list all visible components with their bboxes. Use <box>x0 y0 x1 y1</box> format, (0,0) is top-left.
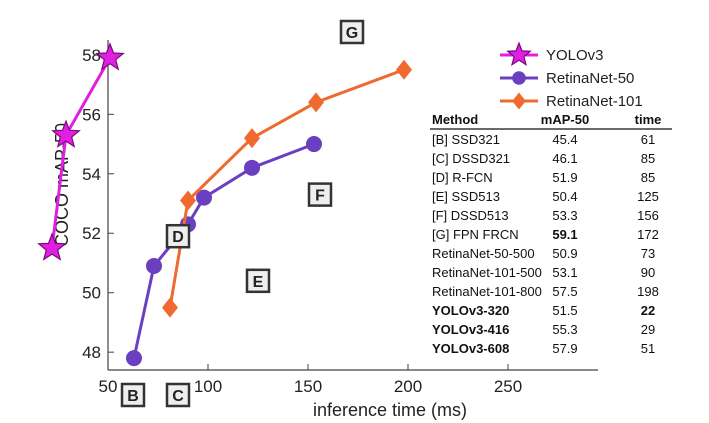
x-axis-label: inference time (ms) <box>313 400 467 420</box>
table-cell-map: 57.5 <box>552 284 577 299</box>
table-cell-time: 51 <box>641 341 655 356</box>
x-tick-label: 200 <box>394 377 422 396</box>
retinanet-50-point <box>244 159 260 176</box>
method-box-g: G <box>339 19 365 45</box>
table-cell-map: 55.3 <box>552 322 577 337</box>
method-box-c: C <box>165 382 191 408</box>
table-cell-time: 85 <box>641 170 655 185</box>
method-box-letter: C <box>172 388 184 405</box>
retinanet-101-point <box>308 92 324 113</box>
method-box-d: D <box>165 223 191 249</box>
table-cell-map: 45.4 <box>552 132 577 147</box>
table-cell-method: [G] FPN FRCN <box>432 227 519 242</box>
table-row: [D] R-FCN 51.9 85 <box>432 170 655 185</box>
method-box-e: E <box>245 268 271 294</box>
table-cell-time: 73 <box>641 246 655 261</box>
retinanet-101-point <box>162 297 178 318</box>
yolov3-point <box>37 232 67 261</box>
retinanet-50-point <box>146 257 162 274</box>
table-cell-method: RetinaNet-101-500 <box>432 265 542 280</box>
method-box-letter: F <box>315 188 325 205</box>
method-box-letter: D <box>172 229 184 246</box>
table-cell-method: [B] SSD321 <box>432 132 500 147</box>
table-cell-time: 125 <box>637 189 659 204</box>
method-box-letter: G <box>346 25 358 42</box>
retinanet-50-line <box>132 142 315 359</box>
method-box-letter: E <box>253 274 264 291</box>
table-cell-time: 156 <box>637 208 659 223</box>
retinanet-50-point <box>306 136 322 153</box>
table-cell-time: 198 <box>637 284 659 299</box>
table-cell-map: 53.1 <box>552 265 577 280</box>
legend-label-retinanet-50: RetinaNet-50 <box>546 70 634 87</box>
y-tick-label: 56 <box>82 105 101 124</box>
y-tick-label: 48 <box>82 343 101 362</box>
table-cell-time: 22 <box>641 303 655 318</box>
method-box-b: B <box>120 382 146 408</box>
table-header-method: Method <box>432 112 478 127</box>
y-tick-label: 50 <box>82 284 101 303</box>
table-header-map: mAP-50 <box>541 112 589 127</box>
table-cell-map: 50.4 <box>552 189 577 204</box>
legend-marker-retinanet-50 <box>512 71 526 85</box>
table-header-time: time <box>635 112 662 127</box>
table-cell-map: 50.9 <box>552 246 577 261</box>
table-cell-map: 59.1 <box>552 227 577 242</box>
table-row: RetinaNet-50-500 50.9 73 <box>432 246 655 261</box>
table-row: [F] DSSD513 53.3 156 <box>432 208 659 223</box>
table-cell-method: YOLOv3-320 <box>432 303 509 318</box>
legend-marker-yolov3 <box>506 41 532 66</box>
table-cell-method: [D] R-FCN <box>432 170 493 185</box>
table-row: [G] FPN FRCN 59.1 172 <box>432 227 659 242</box>
yolov3-point <box>51 119 81 148</box>
table-cell-map: 51.9 <box>552 170 577 185</box>
y-tick-label: 58 <box>82 46 101 65</box>
table-cell-time: 172 <box>637 227 659 242</box>
table-row: [B] SSD321 45.4 61 <box>432 132 655 147</box>
yolov3-point <box>95 42 125 71</box>
table-cell-time: 90 <box>641 265 655 280</box>
x-tick-label: 150 <box>294 377 322 396</box>
x-tick-label: 50 <box>99 377 118 396</box>
table-cell-method: RetinaNet-50-500 <box>432 246 535 261</box>
retinanet-101-point <box>396 59 412 80</box>
table-cell-method: [F] DSSD513 <box>432 208 509 223</box>
legend-label-yolov3: YOLOv3 <box>546 47 604 64</box>
table-cell-method: [E] SSD513 <box>432 189 500 204</box>
x-tick-label: 100 <box>194 377 222 396</box>
table-cell-method: [C] DSSD321 <box>432 151 510 166</box>
table-row: YOLOv3-320 51.5 22 <box>432 303 655 318</box>
table-row: YOLOv3-608 57.9 51 <box>432 341 655 356</box>
table-cell-method: RetinaNet-101-800 <box>432 284 542 299</box>
retinanet-101-point <box>244 128 260 149</box>
retinanet-50-point <box>196 189 212 206</box>
legend-marker-retinanet-101 <box>512 92 526 110</box>
x-tick-label: 250 <box>494 377 522 396</box>
y-tick-label: 54 <box>82 165 101 184</box>
legend-label-retinanet-101: RetinaNet-101 <box>546 93 643 110</box>
table-cell-method: YOLOv3-416 <box>432 322 509 337</box>
table-cell-map: 57.9 <box>552 341 577 356</box>
table-row: [E] SSD513 50.4 125 <box>432 189 659 204</box>
table-row: YOLOv3-416 55.3 29 <box>432 322 655 337</box>
table-cell-method: YOLOv3-608 <box>432 341 509 356</box>
table-row: RetinaNet-101-800 57.5 198 <box>432 284 659 299</box>
table-row: [C] DSSD321 46.1 85 <box>432 151 655 166</box>
retinanet-50-point <box>126 350 142 367</box>
method-box-letter: B <box>127 388 139 405</box>
table-cell-map: 53.3 <box>552 208 577 223</box>
retinanet-101-point <box>180 190 196 211</box>
table-cell-time: 29 <box>641 322 655 337</box>
y-tick-label: 52 <box>82 224 101 243</box>
table-cell-time: 85 <box>641 151 655 166</box>
table-cell-time: 61 <box>641 132 655 147</box>
table-row: RetinaNet-101-500 53.1 90 <box>432 265 655 280</box>
table-cell-map: 51.5 <box>552 303 577 318</box>
retinanet-101-line <box>168 68 405 308</box>
table-cell-map: 46.1 <box>552 151 577 166</box>
method-box-f: F <box>307 182 333 207</box>
